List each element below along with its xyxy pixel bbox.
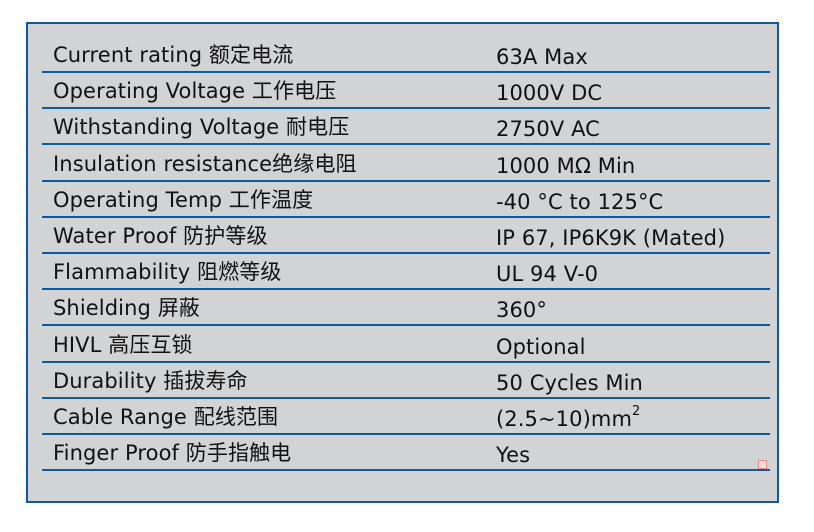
spec-value: UL 94 V-0 [496,262,598,286]
spec-value-text: UL 94 V-0 [496,262,599,287]
spec-row: Finger Proof 防手指触电 Yes [42,435,770,472]
spec-label: Flammability 阻燃等级 [53,260,282,285]
spec-label: Operating Temp 工作温度 [53,187,314,212]
spec-label: Current rating 额定电流 [53,43,294,67]
spec-label: Insulation resistance绝缘电阻 [53,151,357,176]
spec-value-text: 1000 MΩ Min [496,153,636,178]
spec-label: Shielding 屏蔽 [53,296,200,321]
spec-value: 63A Max [496,45,588,69]
spec-row: Withstanding Voltage 耐电压 2750V AC [42,109,770,146]
spec-row: Flammability 阻燃等级 UL 94 V-0 [42,254,770,291]
spec-value: 50 Cycles Min [496,371,643,395]
spec-value: -40 °C to 125°C [496,190,663,214]
spec-label: Durability 插拔寿命 [53,368,248,393]
spec-label: Operating Voltage 工作电压 [53,79,337,104]
spec-label: Water Proof 防护等级 [53,224,268,248]
spec-value-text: 63A Max [496,45,588,69]
spec-value-text: 1000V DC [496,81,603,106]
spec-label: Withstanding Voltage 耐电压 [53,115,350,140]
spec-row: HIVL 高压互锁 Optional [42,327,770,363]
spec-label: HIVL 高压互锁 [53,332,193,357]
spec-value-text: Yes [496,443,531,468]
spec-value: Optional [496,335,586,359]
spec-value: 2750V AC [496,117,600,141]
spec-value-text: 2750V AC [496,117,600,142]
superscript: 2 [632,404,641,419]
spec-value-text: IP 67, IP6K9K (Mated) [496,226,726,250]
spec-value-text: (2.5~10)mm [496,407,633,431]
spec-value: 1000V DC [496,81,602,105]
spec-row: Durability 插拔寿命 50 Cycles Min [42,363,770,399]
spec-value: IP 67, IP6K9K (Mated) [496,226,725,250]
spec-value: (2.5~10)mm2 [496,404,640,431]
spec-row: Water Proof 防护等级 IP 67, IP6K9K (Mated) [42,218,770,254]
spec-row: Operating Voltage 工作电压 1000V DC [42,73,770,110]
spec-value: Yes [496,443,530,467]
spec-table: Current rating 额定电流 63A Max Operating Volt… [26,22,779,503]
spec-value-text: Optional [496,334,586,359]
spec-value-text: 360° [496,298,547,323]
spec-row: Operating Temp 工作温度 -40 °C to 125°C [42,182,770,218]
spec-row: Insulation resistance绝缘电阻 1000 MΩ Min [42,146,770,182]
spec-value: 1000 MΩ Min [496,154,635,178]
spec-row: Shielding 屏蔽 360° [42,290,770,327]
spec-row: Current rating 额定电流 63A Max [42,37,770,73]
spec-value-text: -40 °C to 125°C [496,189,664,214]
spec-value-text: 50 Cycles Min [496,370,643,395]
spec-label: Finger Proof 防手指触电 [53,441,292,466]
spec-value: 360° [496,298,547,322]
spec-row: Cable Range 配线范围 (2.5~10)mm2 [42,399,770,435]
spec-label: Cable Range 配线范围 [53,405,279,429]
anchor-marker-icon [758,460,767,469]
